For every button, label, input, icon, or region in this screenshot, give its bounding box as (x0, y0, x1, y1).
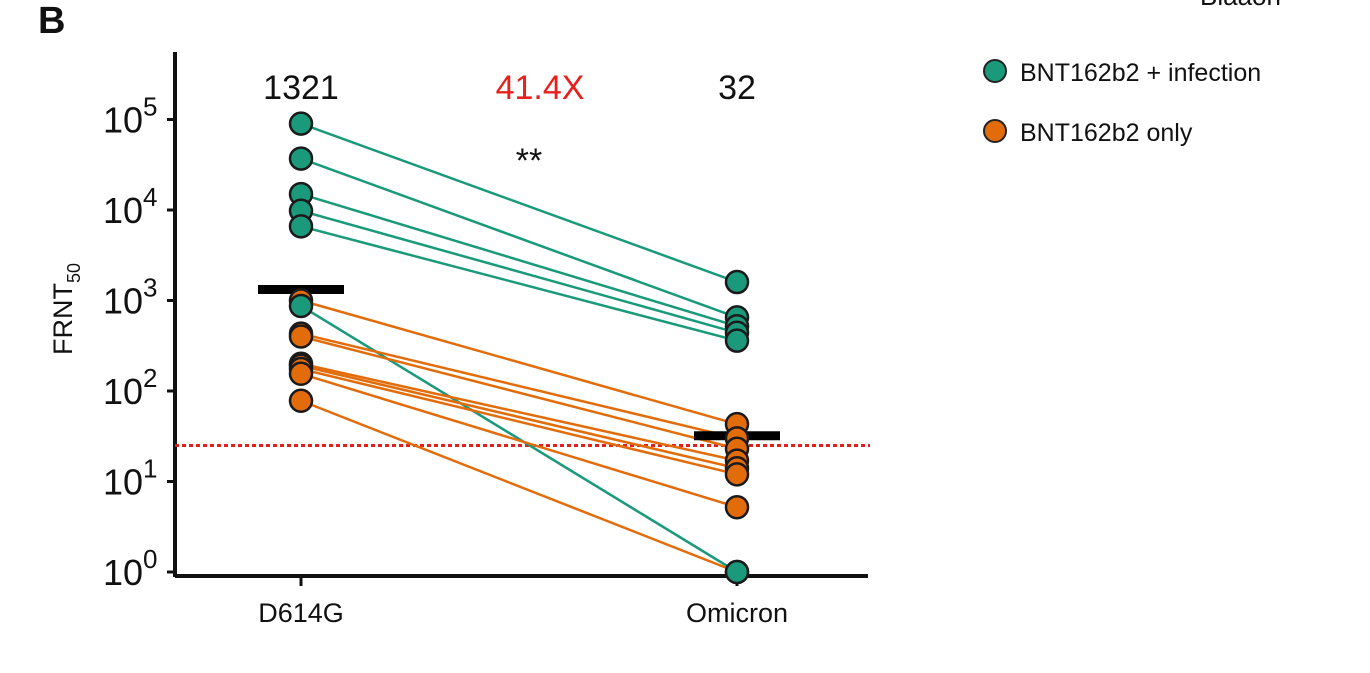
corner-text: Blaaon (1200, 0, 1281, 11)
y-tick-exponent: 3 (143, 273, 157, 303)
pair-line (300, 332, 738, 440)
y-tick-label: 104 (103, 182, 158, 231)
x-ticks: D614G Omicron (258, 576, 788, 628)
pair-lines (300, 122, 738, 574)
y-tick-base: 10 (103, 462, 143, 503)
y-tick-base: 10 (103, 190, 143, 231)
panel-label: B (38, 0, 65, 42)
y-axis-label-sub: 50 (64, 263, 84, 283)
y-tick-base: 10 (103, 281, 143, 322)
y-tick-exponent: 1 (143, 454, 157, 484)
pair-line (300, 299, 738, 426)
gmt-label-d614g: 1321 (263, 69, 339, 107)
data-point (288, 146, 314, 171)
y-tick-label: 102 (103, 363, 158, 412)
data-point (724, 494, 750, 520)
y-tick-label: 105 (103, 92, 158, 141)
significance-label: ** (516, 142, 542, 180)
pair-line (300, 122, 738, 284)
y-tick-label: 101 (103, 454, 158, 503)
data-point (724, 559, 750, 585)
pair-line (300, 362, 738, 462)
data-point (724, 269, 750, 295)
y-tick-label: 103 (103, 273, 158, 322)
fold-change-label: 41.4X (496, 69, 585, 107)
y-axis-label: FRNT50 (48, 263, 84, 355)
data-point (288, 361, 314, 387)
data-point (288, 388, 314, 414)
pair-line (300, 192, 738, 328)
legend-label-infection: BNT162b2 + infection (1020, 59, 1261, 87)
pair-line (300, 335, 738, 450)
gmt-label-omicron: 32 (718, 69, 756, 107)
pair-line (300, 209, 738, 334)
data-point (288, 111, 314, 136)
y-tick-base: 10 (103, 100, 143, 141)
legend: BNT162b2 + infection BNT162b2 only (983, 59, 1261, 147)
pair-line (300, 367, 738, 476)
y-tick-base: 10 (103, 371, 143, 412)
data-point (288, 214, 314, 239)
pair-line (300, 157, 738, 319)
y-tick-base: 10 (103, 552, 143, 593)
x-tick-label: Omicron (686, 598, 788, 628)
data-point (724, 328, 750, 353)
pair-line (300, 225, 738, 342)
legend-label-only: BNT162b2 only (1020, 119, 1193, 147)
pair-line (300, 399, 738, 574)
y-tick-exponent: 5 (143, 92, 157, 122)
y-axis-label-main: FRNT (48, 283, 78, 355)
y-tick-label: 100 (103, 544, 158, 593)
data-point (288, 324, 314, 349)
data-point (724, 462, 750, 487)
y-tick-exponent: 4 (143, 182, 157, 212)
y-tick-exponent: 2 (143, 363, 157, 393)
data-point (288, 293, 314, 319)
pair-line (300, 304, 738, 574)
pair-line (300, 372, 738, 509)
x-tick-label: D614G (258, 598, 344, 628)
points (288, 111, 750, 585)
y-tick-exponent: 0 (143, 544, 157, 574)
legend-marker-infection (983, 59, 1007, 83)
pair-line (300, 364, 738, 470)
legend-marker-only (983, 119, 1007, 143)
